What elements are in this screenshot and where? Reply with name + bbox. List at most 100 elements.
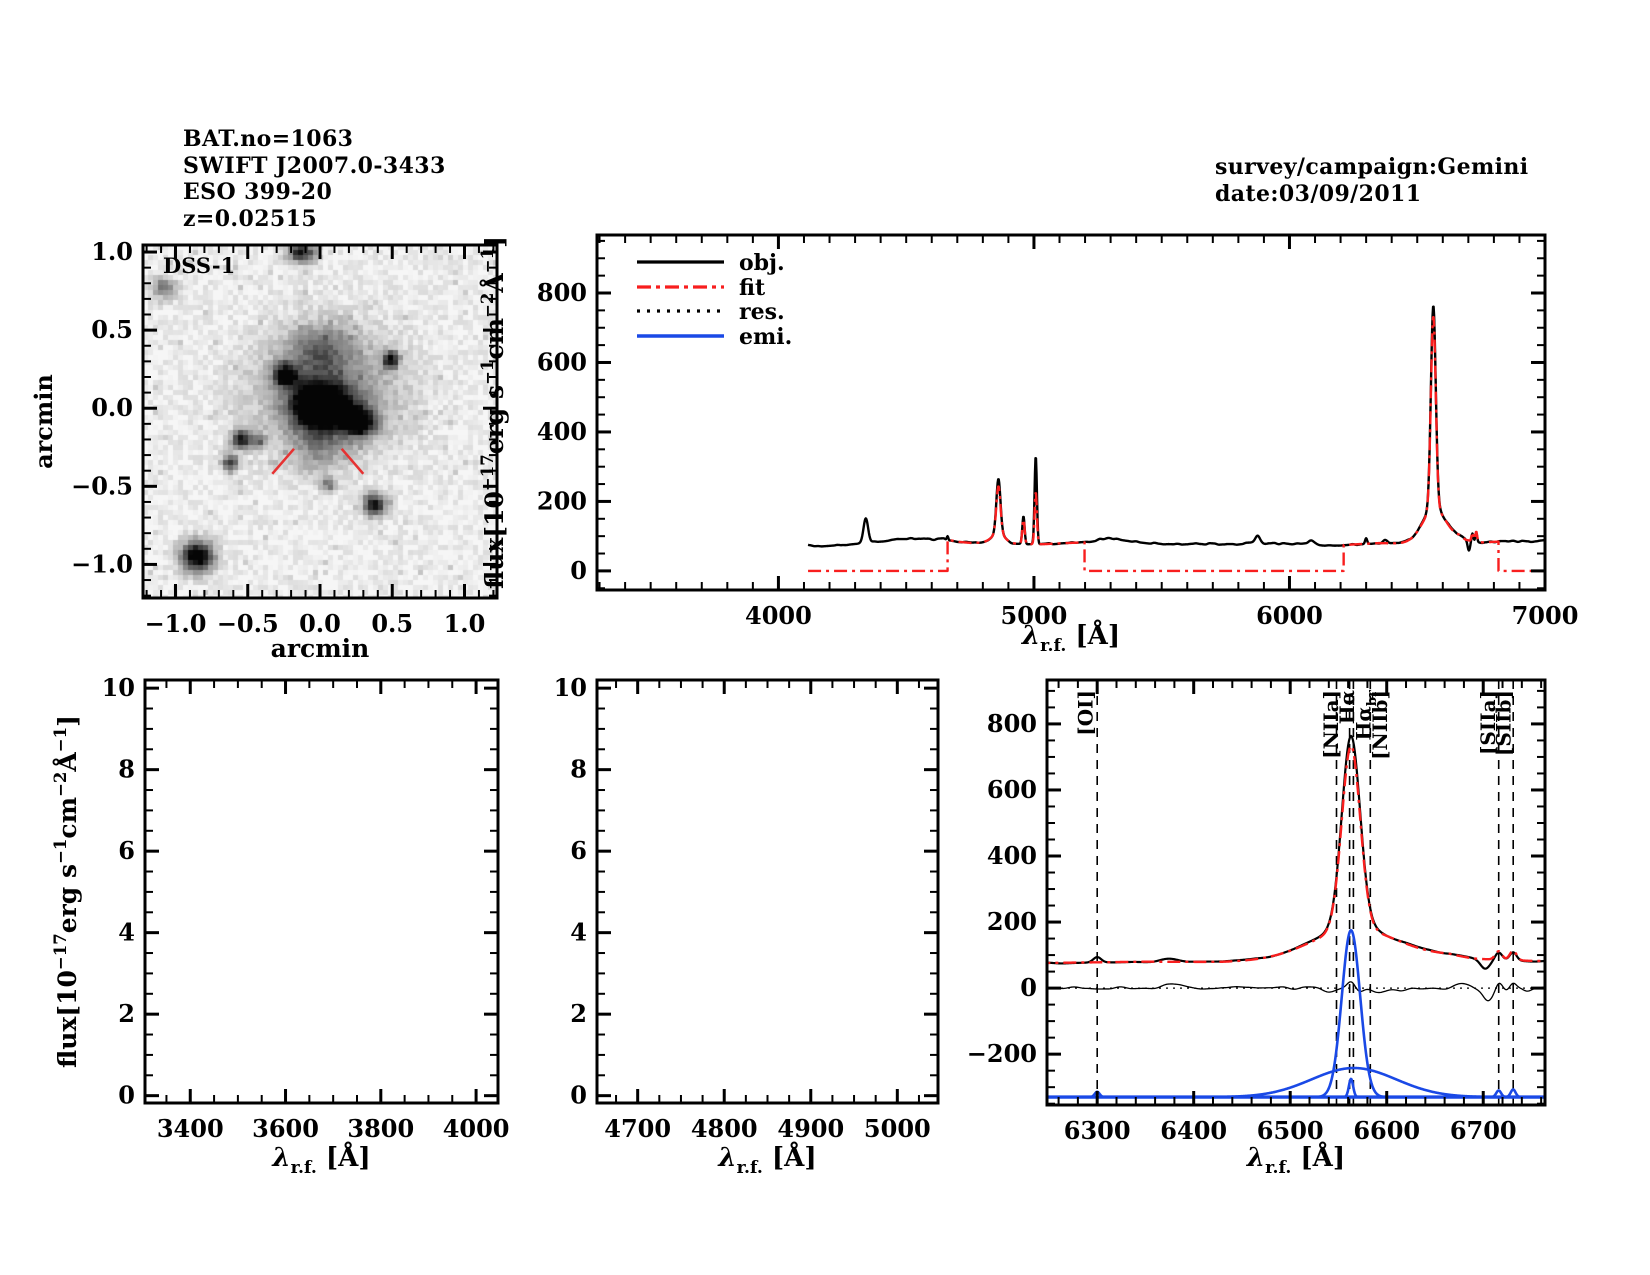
panel-dss-axes: −1.0 −0.5 0.0 0.5 1.0 1.0 0.5 0.0 −0.5 −1.0 arcmin… <box>29 237 499 663</box>
x-tick-label: 4700 <box>604 1114 671 1143</box>
x-tick-label: 4800 <box>691 1114 758 1143</box>
spectral-line-label: Hαbr <box>1352 689 1380 741</box>
x-axis-label: arcmin <box>271 634 370 663</box>
axis-frame <box>143 678 500 1105</box>
y-tick-label: 2 <box>118 999 135 1028</box>
x-tick-label: 4900 <box>777 1114 844 1143</box>
legend-label: res. <box>739 299 785 325</box>
x-tick-label: 6600 <box>1353 1116 1420 1145</box>
x-tick-label: 6500 <box>1257 1116 1324 1145</box>
y-tick-label: 8 <box>118 755 135 784</box>
target-swift-id: SWIFT J2007.0-3433 <box>183 152 446 179</box>
x-tick-label: 0.0 <box>299 609 341 638</box>
series-emi-2 <box>1337 1077 1365 1099</box>
y-tick-label: 2 <box>570 999 587 1028</box>
x-tick-label: 5000 <box>1001 601 1068 630</box>
y-tick-label: −200 <box>967 1039 1037 1068</box>
x-tick-label: 3400 <box>157 1114 224 1143</box>
y-tick-label: 800 <box>987 709 1037 738</box>
target-redshift: z=0.02515 <box>183 205 318 232</box>
y-tick-label: 6 <box>570 836 587 865</box>
x-tick-label: −1.0 <box>145 609 207 638</box>
y-tick-label: 6 <box>118 836 135 865</box>
y-tick-label: 8 <box>570 755 587 784</box>
axis-frame <box>141 243 499 600</box>
x-tick-label: −0.5 <box>217 609 279 638</box>
x-tick-label: 3600 <box>252 1114 319 1143</box>
x-axis-label: λr.f. [Å] <box>717 1142 816 1178</box>
x-tick-label: 4000 <box>745 601 812 630</box>
y-tick-label: 200 <box>987 907 1037 936</box>
y-tick-label: 0 <box>570 556 587 585</box>
survey-campaign: survey/campaign:Gemini <box>1215 154 1529 180</box>
target-name: ESO 399-20 <box>183 179 333 205</box>
panel-dss-overlay: DSS-1 <box>163 253 365 475</box>
dss-image <box>143 245 497 598</box>
spectral-line-label: [SIIb] <box>1492 690 1516 756</box>
x-tick-label: 6300 <box>1064 1116 1131 1145</box>
y-tick-label: 0 <box>1020 973 1037 1002</box>
series-fit <box>1048 744 1544 965</box>
y-tick-label: −0.5 <box>71 471 133 500</box>
panel-ha-axes: 6300 6400 6500 6600 6700 −200 0 200 400 600 800 λr.… <box>967 678 1547 1178</box>
x-tick-label: 4000 <box>443 1114 510 1143</box>
x-axis-label: λr.f. [Å] <box>1021 620 1120 656</box>
series-emi-0 <box>1295 929 1407 1099</box>
y-tick-label: 0.5 <box>91 315 133 344</box>
legend-label: fit <box>739 275 766 301</box>
x-axis-label: λr.f. [Å] <box>271 1142 370 1178</box>
spectral-line-label: [NIIb] <box>1368 690 1392 760</box>
y-tick-label: −1.0 <box>71 549 133 578</box>
axis-frame <box>1045 678 1547 1107</box>
target-bat-no: BAT.no=1063 <box>183 126 354 152</box>
y-tick-label: 0 <box>118 1081 135 1110</box>
spectral-line-label: Hα <box>1335 690 1359 724</box>
observation-info: survey/campaign:Gemini date:03/09/2011 <box>1215 154 1529 207</box>
y-tick-label: 1.0 <box>91 237 133 266</box>
series-fit <box>807 315 1544 573</box>
y-tick-label: 0.0 <box>91 393 133 422</box>
observation-date: date:03/09/2011 <box>1215 180 1422 207</box>
series-emi-1 <box>1098 1066 1544 1099</box>
y-tick-label: 400 <box>537 417 587 446</box>
x-tick-label: 0.5 <box>371 609 413 638</box>
axis-frame <box>595 678 940 1105</box>
spectral-line-label: [OI] <box>1074 690 1098 736</box>
spectral-line-label: [SIIa] <box>1476 690 1500 755</box>
y-tick-label: 0 <box>570 1081 587 1110</box>
position-marker <box>271 447 295 475</box>
series-res <box>1048 981 1544 1002</box>
y-tick-label: 600 <box>537 347 587 376</box>
x-tick-label: 7000 <box>1512 601 1579 630</box>
y-tick-label: 4 <box>118 918 135 947</box>
panel-hb-axes: 4700 4800 4900 5000 0 2 4 6 8 10 λr.f. [Å] <box>554 673 940 1178</box>
spectral-line-label: [NIIa] <box>1319 690 1343 759</box>
x-tick-label: 6000 <box>1256 601 1323 630</box>
y-axis-label: arcmin <box>29 374 58 469</box>
axis-frame <box>595 233 1547 592</box>
legend-label: emi. <box>739 324 792 350</box>
y-tick-label: 400 <box>987 841 1037 870</box>
panel-full-axes: 4000 5000 6000 7000 0 200 400 600 800 λr.f. [Å] fl… <box>478 233 1579 656</box>
y-tick-label: 800 <box>537 278 587 307</box>
y-axis-label: flux[10−17erg s−1cm−2Å−1] <box>51 715 82 1068</box>
panel-uv-axes: 3400 3600 3800 4000 0 2 4 6 8 10 λr.f. [Å] flux[10−… <box>51 673 509 1178</box>
y-tick-label: 600 <box>987 775 1037 804</box>
y-tick-label: 200 <box>537 486 587 515</box>
x-tick-label: 5000 <box>864 1114 931 1143</box>
x-axis-label: λr.f. [Å] <box>1246 1142 1345 1178</box>
x-tick-label: 3800 <box>347 1114 414 1143</box>
image-survey-label: DSS-1 <box>163 253 235 278</box>
x-tick-label: 6400 <box>1160 1116 1227 1145</box>
x-tick-label: 6700 <box>1450 1116 1517 1145</box>
target-info: BAT.no=1063 SWIFT J2007.0-3433 ESO 399-2… <box>183 126 446 232</box>
y-tick-label: 10 <box>554 673 587 702</box>
legend-label: obj. <box>739 250 785 276</box>
position-marker <box>340 447 365 475</box>
x-tick-label: 1.0 <box>444 609 486 638</box>
y-axis-label: flux[10−17erg s−1cm−2Å−1] <box>478 236 509 589</box>
